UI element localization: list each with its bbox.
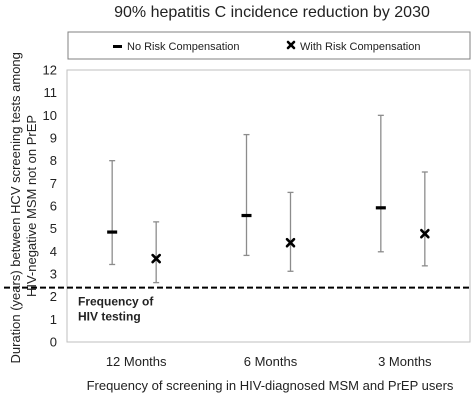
y-tick-label-6: 6	[50, 199, 57, 214]
series-group	[107, 114, 430, 284]
point-with-risk-compensation-6-months	[285, 237, 296, 248]
plot-border	[66, 69, 471, 343]
y-tick-label-4: 4	[50, 244, 57, 259]
y-tick-label-12: 12	[43, 63, 57, 78]
point-no-risk-compensation-12-months	[107, 230, 118, 234]
legend: No Risk Compensation With Risk Compensat…	[67, 31, 471, 60]
legend-marker-no-risk	[113, 45, 122, 48]
x-category-label-6-months: 6 Months	[244, 354, 298, 369]
y-tick-label-7: 7	[50, 176, 57, 191]
y-tick-label-5: 5	[50, 221, 57, 236]
series-no-risk-compensation	[107, 114, 386, 266]
y-tick-label-2: 2	[50, 289, 57, 304]
y-tick-label-0: 0	[50, 335, 57, 350]
y-tick-label-10: 10	[43, 108, 57, 123]
y-tick-label-1: 1	[50, 312, 57, 327]
point-with-risk-compensation-3-months	[420, 228, 430, 239]
legend-marker-with-risk	[286, 40, 296, 50]
y-axis-title-line-2: HIV-negative MSM not on PrEP	[24, 115, 39, 297]
plot-frame	[66, 69, 471, 343]
x-axis-categories: 12 Months 6 Months 3 Months	[106, 354, 432, 369]
point-no-risk-compensation-6-months	[241, 213, 252, 218]
y-axis-title: Duration (years) between HCV screening t…	[8, 48, 39, 363]
legend-label-no-risk: No Risk Compensation	[127, 41, 240, 53]
reference-line-label-line-1: Frequency of	[78, 295, 154, 309]
y-tick-label-3: 3	[50, 267, 57, 282]
y-tick-label-9: 9	[50, 131, 57, 146]
y-tick-label-8: 8	[50, 153, 57, 168]
point-no-risk-compensation-3-months	[375, 206, 386, 210]
chart-title: 90% hepatitis C incidence reduction by 2…	[114, 4, 430, 21]
point-with-risk-compensation-12-months	[151, 253, 161, 264]
legend-box	[67, 31, 471, 60]
y-tick-label-11: 11	[44, 85, 58, 100]
x-category-label-3-months: 3 Months	[378, 354, 432, 369]
series-with-risk-compensation	[151, 171, 430, 284]
x-category-label-12-months: 12 Months	[106, 354, 167, 369]
reference-line-label-line-2: HIV testing	[78, 310, 141, 324]
x-axis-title: Frequency of screening in HIV-diagnosed …	[87, 378, 454, 393]
legend-label-with-risk: With Risk Compensation	[300, 41, 420, 53]
y-axis-title-line-1: Duration (years) between HCV screening t…	[8, 52, 23, 363]
